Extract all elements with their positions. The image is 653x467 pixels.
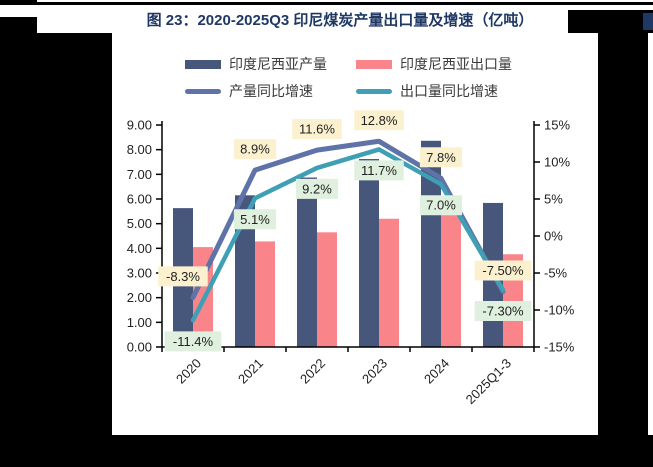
svg-text:-15%: -15% [544, 340, 575, 355]
point-label-box [474, 260, 532, 281]
point-label-box [419, 195, 463, 216]
svg-text:3.00: 3.00 [127, 266, 152, 281]
svg-text:2.00: 2.00 [127, 290, 152, 305]
point-label-text: -11.4% [173, 334, 214, 349]
legend-swatch-production-growth-line [185, 88, 221, 94]
svg-text:8.00: 8.00 [127, 142, 152, 157]
top-right-black-block [568, 10, 653, 33]
point-label-text: 9.2% [302, 181, 332, 196]
legend-swatch-production-bar [185, 59, 221, 69]
svg-text:4.00: 4.00 [127, 241, 152, 256]
point-label-box [233, 139, 277, 160]
svg-text:-5%: -5% [544, 266, 568, 281]
point-label-text: 8.9% [240, 142, 270, 157]
point-label-text: -8.3% [166, 269, 200, 284]
left-black-column [0, 33, 112, 467]
legend-label-export-growth: 出口量同比增速 [400, 83, 498, 99]
svg-text:1.00: 1.00 [127, 315, 152, 330]
axes [156, 121, 540, 352]
bar [379, 218, 399, 347]
bar [317, 232, 337, 347]
x-category-label: 2024 [421, 356, 452, 387]
x-category-label: 2023 [359, 356, 390, 387]
point-label-text: 7.0% [426, 198, 456, 213]
point-label-text: -7.50% [482, 263, 524, 278]
point-label-box [354, 110, 404, 131]
svg-text:0%: 0% [544, 229, 563, 244]
point-label-text: 7.8% [426, 150, 456, 165]
point-label-text: 11.7% [361, 163, 397, 178]
point-label-text: 12.8% [361, 113, 398, 128]
point-label-box [419, 147, 463, 168]
left-edge-stub [0, 17, 37, 33]
point-label-text: -7.30% [482, 304, 524, 319]
top-border-line [0, 2, 653, 5]
point-label-box [354, 160, 404, 181]
svg-text:-10%: -10% [544, 303, 575, 318]
svg-text:5.00: 5.00 [127, 216, 152, 231]
svg-text:15%: 15% [544, 118, 570, 133]
svg-text:6.00: 6.00 [127, 192, 152, 207]
bar [421, 140, 441, 347]
bar [297, 177, 317, 347]
bar [235, 195, 255, 347]
svg-text:9.00: 9.00 [127, 118, 152, 133]
legend-label-export: 印度尼西亚出口量 [400, 56, 512, 72]
point-label-box [295, 178, 339, 199]
legend-item-production-growth: 产量同比增速 [185, 83, 313, 99]
top-left-corner-block [0, 0, 37, 5]
point-label-box [233, 209, 277, 230]
legend-label-production-growth: 产量同比增速 [229, 83, 313, 99]
legend-swatch-export-bar [356, 59, 392, 69]
x-category-label: 2022 [297, 356, 328, 387]
bar [441, 215, 461, 347]
x-category-label: 2025Q1-3 [463, 356, 514, 407]
x-category-label: 2021 [235, 356, 266, 387]
legend-swatch-export-growth-line [356, 88, 392, 94]
point-label-box [158, 266, 208, 287]
x-category-label: 2020 [173, 356, 204, 387]
legend-item-production: 印度尼西亚产量 [185, 56, 327, 72]
bottom-black-band [0, 435, 653, 467]
point-label-text: 5.1% [240, 212, 270, 227]
point-label-box [292, 119, 342, 140]
legend-label-production: 印度尼西亚产量 [229, 56, 327, 72]
point-labels: -8.3% 8.9% 11.6% 12.8% 7.8% -7.50% -11.4% 5.1% 9… [158, 110, 532, 352]
bar [255, 241, 275, 347]
figure-title: 图 23：2020-2025Q3 印尼煤炭产量出口量及增速（亿吨） [146, 12, 534, 29]
bar [359, 159, 379, 347]
point-label-box [164, 331, 222, 352]
adjacent-figure-accent [643, 13, 653, 30]
right-black-column [598, 33, 648, 435]
legend-item-export: 印度尼西亚出口量 [356, 56, 512, 72]
point-label-text: 11.6% [299, 122, 335, 137]
svg-text:0.00: 0.00 [127, 340, 152, 355]
point-label-box [474, 301, 532, 322]
bar-series-group [173, 140, 523, 347]
svg-text:5%: 5% [544, 192, 563, 207]
svg-text:10%: 10% [544, 155, 570, 170]
legend-item-export-growth: 出口量同比增速 [356, 83, 498, 99]
svg-text:7.00: 7.00 [127, 167, 152, 182]
